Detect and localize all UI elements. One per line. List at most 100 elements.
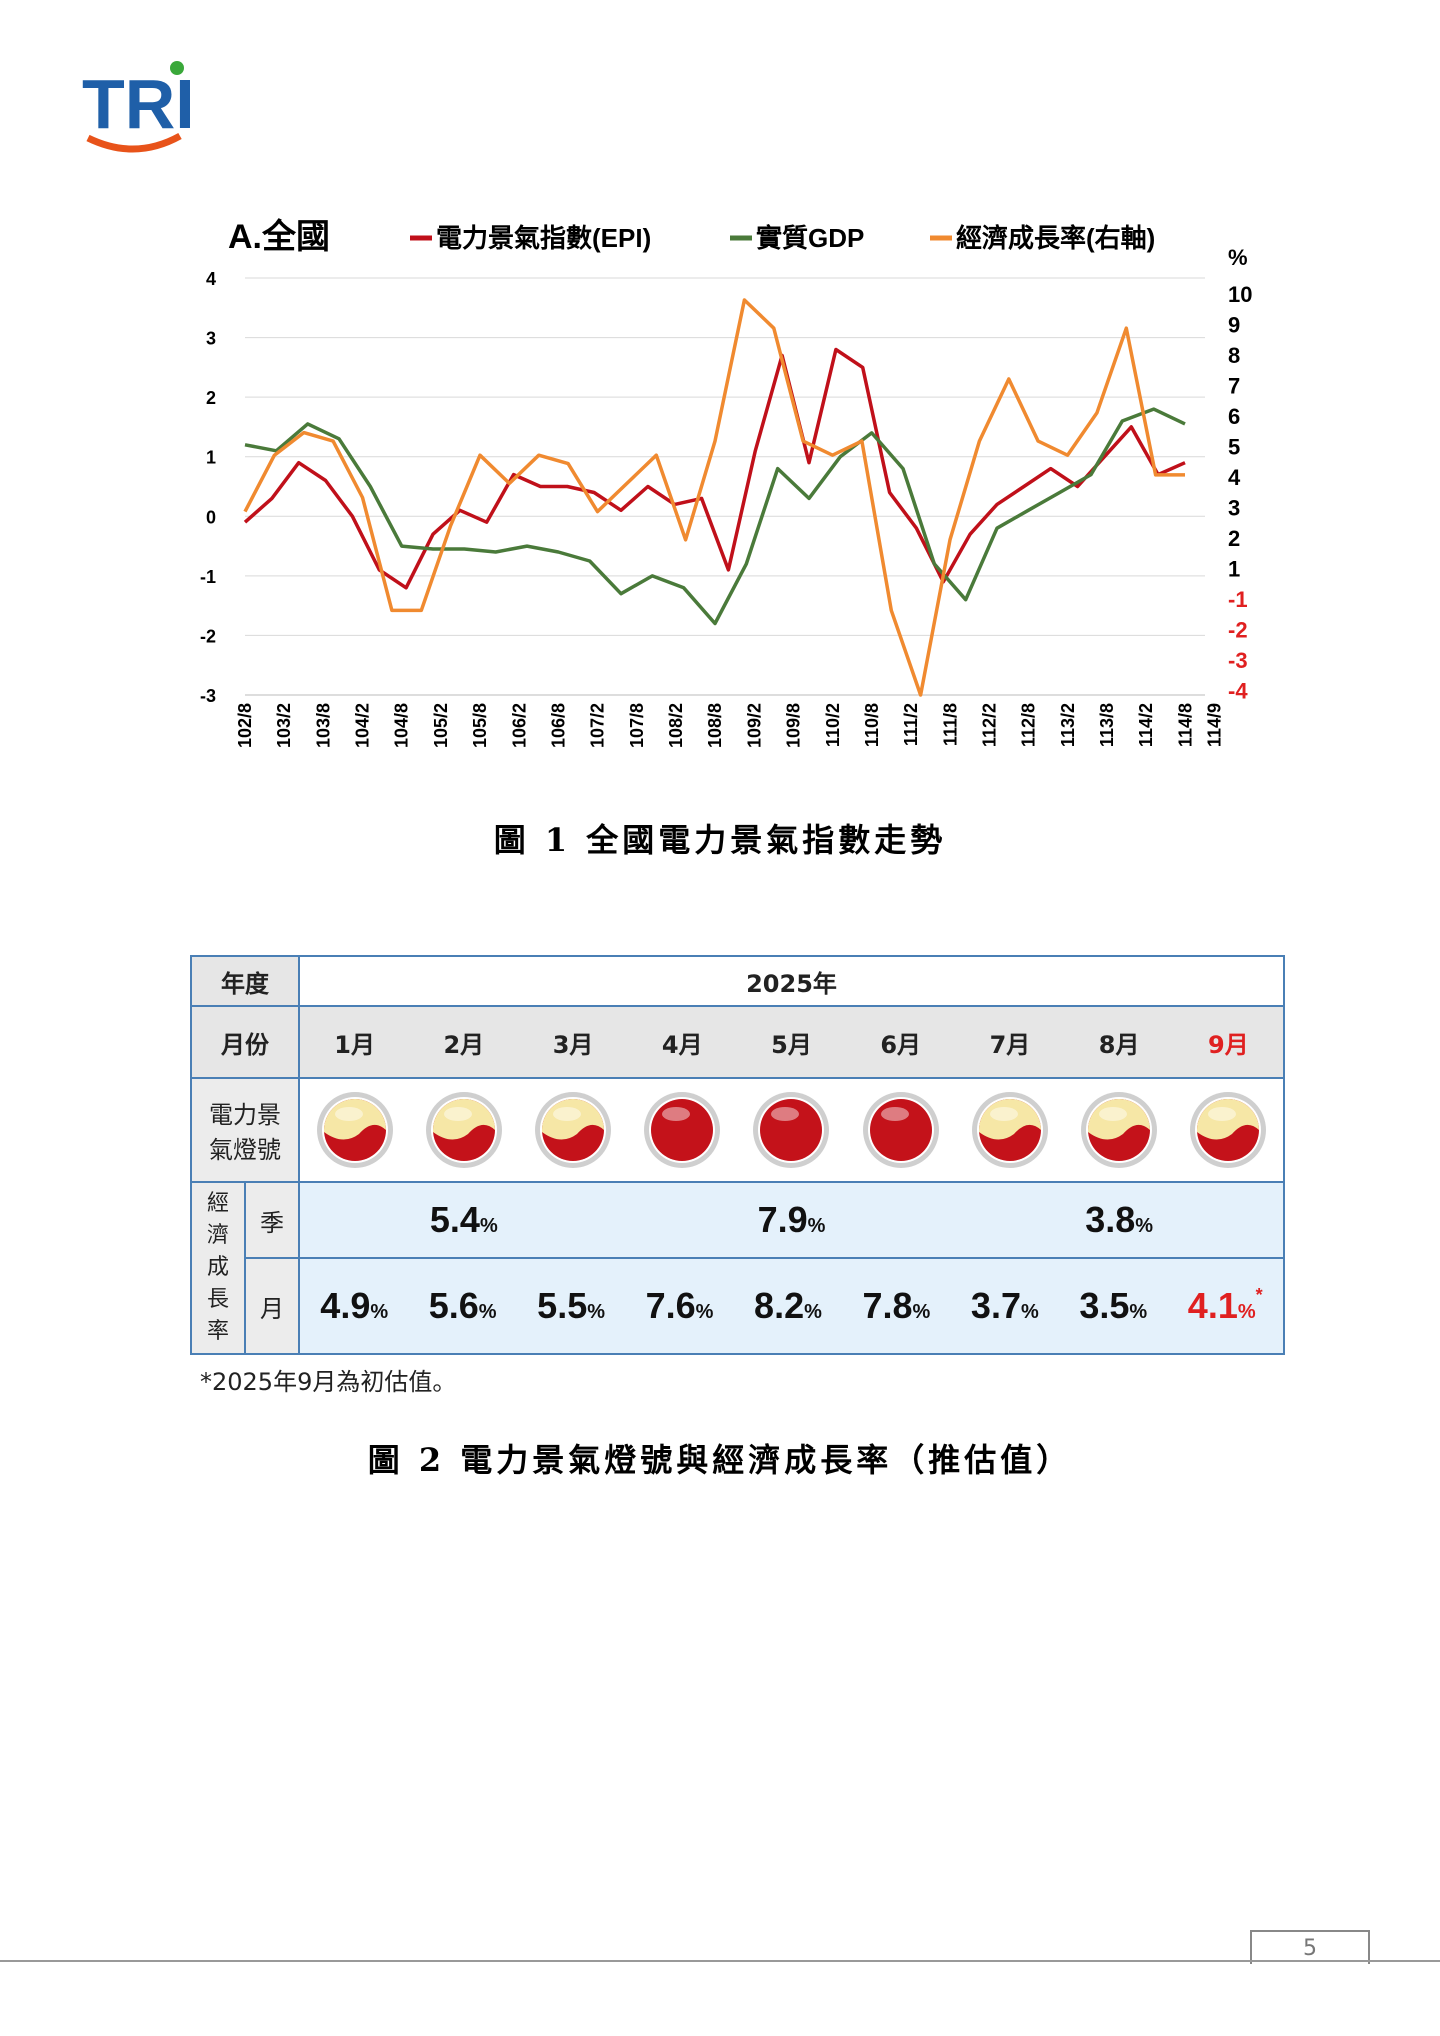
x-tick-label: 108/2 [666,703,686,748]
right-tick-label: 6 [1228,404,1240,429]
monthly-growth: 5.5% [537,1285,606,1326]
light-label-line1: 電力景 [209,1101,281,1129]
x-tick-label: 112/8 [1019,703,1039,747]
right-tick-label: 3 [1228,496,1240,521]
x-tick-label: 114/8 [1175,703,1195,747]
page-number-box [1250,1930,1370,1964]
year-value: 2025年 [298,955,1285,1007]
left-tick-label: 1 [206,448,216,468]
page-number: 5 [1303,1936,1317,1961]
x-tick-label: 109/2 [744,703,764,748]
legend-entry: 經濟成長率(右軸) [956,223,1155,253]
x-tick-label: 114/2 [1136,703,1156,747]
left-tick-label: -1 [200,567,216,587]
left-tick-label: -3 [200,686,216,706]
x-tick-label: 113/8 [1097,703,1117,747]
right-tick-label: -2 [1228,618,1248,643]
right-tick-label: -4 [1228,679,1248,704]
lights-table: 年度 2025年 月份 1月 2月 3月 4月 5月 6月 7月 8月 9月 電力景 氣燈號 經… [190,955,1285,1355]
figure2-caption: 圖 2 電力景氣燈號與經濟成長率（推估值） [367,1441,1073,1479]
series-line [243,347,1186,590]
footnote: *2025年9月為初估值。 [200,1368,457,1396]
growth-label: 經濟成長率 [190,1181,246,1355]
light-label: 電力景 氣燈號 [190,1077,300,1183]
series-line [243,298,1185,697]
monthly-growth: 7.8% [862,1285,931,1326]
monthly-growth: 7.6% [645,1285,714,1326]
right-tick-label: 9 [1228,313,1240,338]
x-tick-label: 106/8 [548,703,568,748]
logo-swoosh [86,132,182,153]
light-label-line2: 氣燈號 [209,1136,281,1164]
left-tick-label: 4 [206,269,216,289]
quarterly-growth: 3.8% [1085,1199,1154,1240]
quarterly-growth: 7.9% [757,1199,826,1240]
yellow-red-light-icon [1190,1092,1267,1168]
month-header: 7月 [989,1030,1031,1059]
x-tick-label: 108/8 [705,703,725,748]
yellow-red-light-icon [316,1092,393,1168]
footer-line [0,1960,1440,1962]
x-tick-label: 105/2 [431,703,451,748]
legend-entry: 電力景氣指數(EPI) [436,223,651,253]
x-tick-label: 107/2 [588,703,608,748]
logo-text: TRI [82,65,190,143]
growth-label-char: 經 [206,1191,229,1216]
month-header: 8月 [1098,1030,1140,1059]
right-tick-label: 1 [1228,557,1240,582]
right-tick-label: -1 [1228,587,1248,612]
yellow-red-light-icon [971,1092,1048,1168]
red-light-icon [644,1092,721,1168]
yellow-red-light-icon [535,1092,612,1168]
x-tick-label: 105/8 [470,703,490,748]
monthly-growth: 4.1%* [1187,1285,1263,1326]
light-row [298,1077,1285,1183]
x-tick-label: 103/2 [274,703,294,748]
red-light-icon [753,1092,830,1168]
monthly-growth: 5.6% [428,1285,497,1326]
x-tick-label: 110/8 [862,703,882,747]
month-header: 5月 [771,1030,812,1059]
x-tick-label: 111/8 [940,703,960,746]
growth-label-char: 濟 [206,1223,229,1248]
month-row-label: 月 [244,1257,300,1355]
right-tick-label: 10 [1228,282,1252,307]
chart-title: A.全國 [228,217,330,256]
x-tick-label: 107/8 [627,703,647,748]
x-tick-label: 113/2 [1058,703,1078,747]
month-label: 月份 [190,1005,300,1079]
yellow-red-light-icon [1081,1092,1158,1168]
x-tick-label: 103/8 [313,703,333,748]
month-header: 6月 [880,1030,922,1059]
x-tick-label: 104/2 [353,703,373,748]
left-tick-label: 0 [206,507,216,527]
x-tick-label: 106/2 [509,703,529,748]
quarter-label: 季 [244,1181,300,1259]
month-header: 4月 [661,1030,703,1059]
logo-dot [170,61,184,75]
monthly-growth: 4.9% [320,1285,389,1326]
series-line [244,407,1186,626]
left-tick-label: 3 [206,329,216,349]
right-tick-label: 2 [1228,526,1240,551]
monthly-growth: 3.5% [1079,1285,1148,1326]
x-tick-label: 104/8 [392,703,412,748]
left-tick-label: 2 [206,388,216,408]
x-tick-label: 109/8 [784,703,804,748]
yellow-red-light-icon [425,1092,502,1168]
growth-label-char: 率 [206,1319,229,1344]
x-tick-label: 114/9 [1205,703,1225,747]
figure1-caption: 圖 1 全國電力景氣指數走勢 [493,821,947,859]
legend-entry: 實質GDP [756,223,864,253]
right-tick-label: 4 [1228,465,1241,490]
monthly-row: 4.9% 5.6% 5.5% 7.6% 8.2% 7.8% 3.7% 3.5% 4.1%* [298,1257,1285,1355]
quarterly-row: 5.4% 7.9% 3.8% [298,1181,1285,1259]
right-tick-label: 7 [1228,374,1240,399]
month-header: 3月 [552,1030,594,1059]
monthly-growth: 3.7% [970,1285,1039,1326]
right-axis-label: % [1228,245,1248,270]
year-label: 年度 [190,955,300,1007]
red-light-icon [862,1092,939,1168]
growth-label-char: 長 [206,1287,229,1312]
month-header: 2月 [443,1030,485,1059]
